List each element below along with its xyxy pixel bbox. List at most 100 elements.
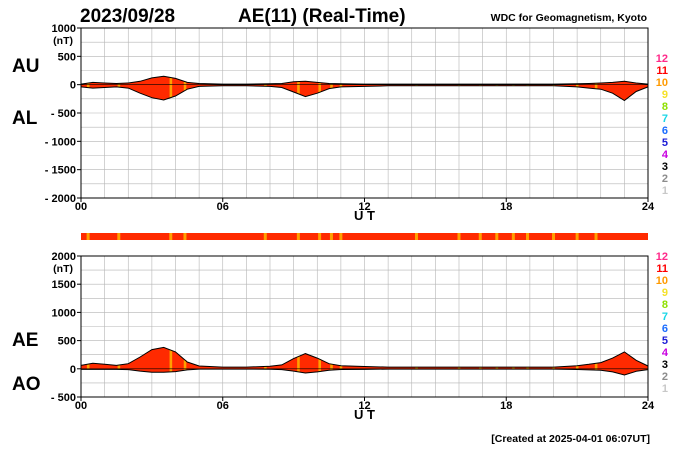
band-stripe: [86, 364, 90, 370]
series-line-al: [80, 85, 649, 102]
station-bar-mark: [296, 233, 300, 240]
band-stripe: [117, 365, 121, 370]
station-bar-mark: [414, 233, 418, 240]
side-label-al: AL: [12, 108, 38, 129]
legend-level-11: 11: [656, 263, 668, 275]
y-tick-label: 0: [70, 364, 76, 376]
legend-level-12: 12: [656, 53, 668, 65]
y-axis-unit: (nT): [53, 263, 73, 275]
band-stripe: [297, 356, 300, 372]
legend-level-2: 2: [662, 173, 668, 185]
x-tick-label: 12: [358, 400, 370, 412]
y-tick-label: - 500: [51, 108, 76, 120]
y-tick-label: - 500: [51, 392, 76, 404]
side-label-ae: AE: [12, 330, 38, 351]
station-bar-mark: [169, 233, 173, 240]
station-bar-mark: [511, 233, 515, 240]
x-axis-label: U T: [354, 407, 375, 422]
legend-level-10: 10: [656, 275, 668, 287]
band-stripe: [339, 365, 343, 370]
band-stripe: [297, 81, 300, 94]
legend-level-8: 8: [662, 299, 668, 311]
legend-level-8: 8: [662, 101, 668, 113]
band-stripe: [330, 83, 333, 89]
band-stripe: [264, 83, 267, 87]
band-stripe: [575, 365, 579, 370]
station-bar-mark: [117, 233, 121, 240]
station-bar-mark: [478, 233, 482, 240]
band-stripe: [495, 367, 499, 370]
x-tick-label: 24: [642, 201, 655, 213]
y-tick-label: 1000: [52, 307, 76, 319]
index-band-fill: [81, 347, 648, 375]
y-axis-unit: (nT): [53, 35, 73, 47]
band-stripe: [117, 83, 121, 88]
y-tick-label: 1500: [52, 279, 76, 291]
legend-level-5: 5: [662, 137, 668, 149]
y-tick-label: - 1500: [45, 165, 76, 177]
x-tick-label: 00: [75, 201, 87, 213]
legend-level-4: 4: [662, 347, 669, 359]
y-tick-label: 500: [58, 336, 76, 348]
y-tick-label: 500: [58, 51, 76, 63]
band-stripe: [575, 83, 579, 87]
y-tick-label: - 1000: [45, 136, 76, 148]
legend-level-3: 3: [662, 161, 668, 173]
legend-level-11: 11: [656, 65, 668, 77]
footer-created: [Created at 2025-04-01 06:07UT]: [491, 433, 650, 445]
legend-level-1: 1: [662, 383, 668, 395]
legend-level-4: 4: [662, 149, 669, 161]
legend-level-3: 3: [662, 359, 668, 371]
band-stripe: [330, 364, 333, 371]
ae-ao-panel: 2000 1500 1000 500 0 - 500 (nT) 00 06 12 18 24 U T AE…: [12, 251, 655, 422]
legend-level-6: 6: [662, 323, 668, 335]
station-bar-base: [81, 233, 648, 240]
band-stripe: [415, 367, 418, 370]
station-count-bar: [81, 233, 648, 240]
band-stripe: [526, 367, 529, 370]
station-bar-mark: [183, 233, 187, 240]
legend-level-7: 7: [662, 113, 668, 125]
station-bar-mark: [594, 233, 598, 240]
header-date: 2023/09/28: [80, 6, 175, 27]
x-tick-label: 12: [358, 201, 370, 213]
band-stripe: [479, 367, 482, 370]
station-bar-mark: [526, 233, 530, 240]
band-stripe: [512, 367, 515, 370]
station-bar-mark: [329, 233, 333, 240]
station-bar-mark: [318, 233, 322, 240]
legend-level-5: 5: [662, 335, 668, 347]
x-tick-label: 06: [217, 400, 229, 412]
y-tick-label: 1000: [52, 23, 76, 35]
legend-level-9: 9: [662, 287, 668, 299]
y-tick-label: 0: [70, 80, 76, 92]
band-stripe: [169, 350, 173, 372]
band-stripe: [183, 81, 187, 91]
side-label-ao: AO: [12, 374, 41, 395]
band-stripe: [318, 359, 322, 372]
band-stripe: [594, 363, 598, 371]
series-line-ao: [81, 368, 649, 376]
station-bar-mark: [575, 233, 579, 240]
band-stripe: [169, 77, 173, 98]
x-axis-label: U T: [354, 208, 375, 223]
series-line-au: [80, 75, 649, 85]
band-stripe: [86, 83, 90, 88]
legend-level-6: 6: [662, 125, 668, 137]
legend-level-10: 10: [656, 77, 668, 89]
station-bar-mark: [263, 233, 267, 240]
y-tick-label: 2000: [52, 251, 76, 263]
legend-level-12: 12: [656, 251, 668, 263]
series-line-ae: [80, 346, 649, 368]
station-bar-mark: [339, 233, 343, 240]
side-label-au: AU: [12, 56, 39, 77]
header-title: AE(11) (Real-Time): [238, 6, 406, 27]
band-stripe: [183, 360, 187, 371]
x-tick-label: 18: [500, 201, 512, 213]
band-stripe: [594, 83, 598, 89]
band-stripe: [552, 367, 555, 370]
station-bar-mark: [495, 233, 499, 240]
